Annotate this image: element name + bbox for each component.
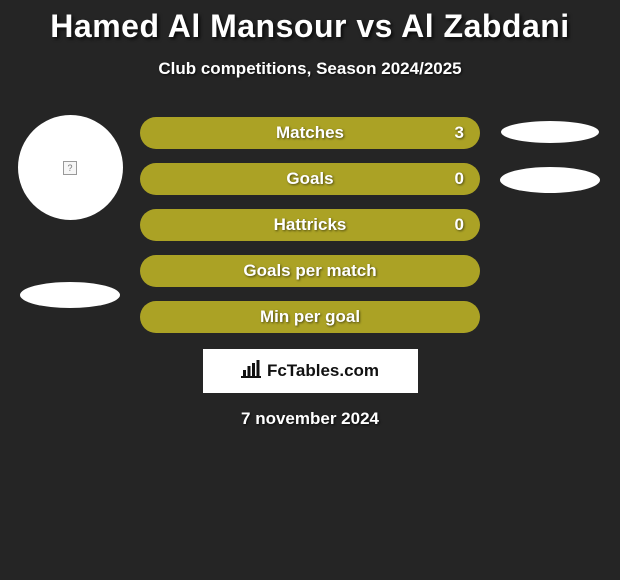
stat-bar-min-per-goal: Min per goal <box>140 301 480 333</box>
stat-label: Min per goal <box>260 307 360 327</box>
brand-badge[interactable]: FcTables.com <box>203 349 418 393</box>
stat-value: 0 <box>455 215 464 235</box>
player-left-col: ? <box>10 107 130 308</box>
stat-label: Hattricks <box>274 215 347 235</box>
page-subtitle: Club competitions, Season 2024/2025 <box>0 59 620 79</box>
player-left-avatar: ? <box>18 115 123 220</box>
stat-label: Matches <box>276 123 344 143</box>
player-right-shadow-1 <box>501 121 599 143</box>
stat-bar-hattricks: Hattricks 0 <box>140 209 480 241</box>
stat-value: 3 <box>455 123 464 143</box>
avatar-placeholder-icon: ? <box>63 161 77 175</box>
stats-column: Matches 3 Goals 0 Hattricks 0 Goals per … <box>130 117 490 333</box>
stat-bar-matches: Matches 3 <box>140 117 480 149</box>
stat-bar-goals: Goals 0 <box>140 163 480 195</box>
page-title: Hamed Al Mansour vs Al Zabdani <box>0 8 620 45</box>
brand-text: FcTables.com <box>267 361 379 381</box>
stat-value: 0 <box>455 169 464 189</box>
footer: FcTables.com 7 november 2024 <box>0 349 620 429</box>
player-right-shadow-2 <box>500 167 600 193</box>
player-left-shadow <box>20 282 120 308</box>
stat-label: Goals <box>286 169 333 189</box>
bar-chart-icon <box>241 360 261 383</box>
comparison-card: Hamed Al Mansour vs Al Zabdani Club comp… <box>0 0 620 429</box>
stat-label: Goals per match <box>243 261 376 281</box>
player-right-col <box>490 107 610 193</box>
content-row: ? Matches 3 Goals 0 Hattricks 0 Goals pe… <box>0 107 620 333</box>
date-text: 7 november 2024 <box>241 409 379 429</box>
stat-bar-goals-per-match: Goals per match <box>140 255 480 287</box>
